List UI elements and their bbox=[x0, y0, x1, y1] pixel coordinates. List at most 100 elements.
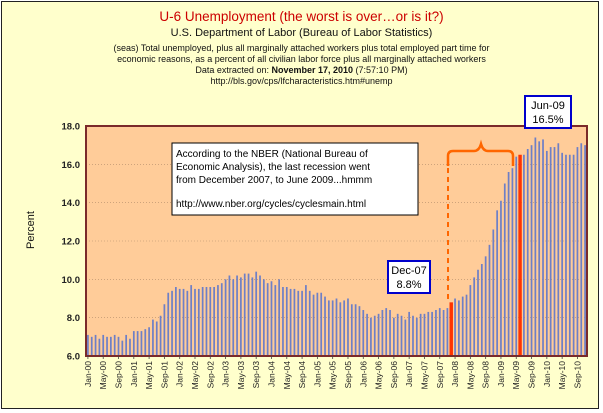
data-bar bbox=[538, 141, 541, 356]
data-bar bbox=[339, 302, 342, 356]
data-bar bbox=[205, 287, 208, 356]
x-tick-label: Sep-08 bbox=[481, 361, 491, 389]
x-tick-label: Jan-10 bbox=[542, 361, 552, 387]
data-bar bbox=[90, 336, 93, 356]
data-bar bbox=[404, 319, 407, 356]
data-bar bbox=[327, 300, 330, 356]
data-bar bbox=[545, 150, 548, 356]
data-bar bbox=[412, 315, 414, 356]
chart-subtitle: U.S. Department of Labor (Bureau of Labo… bbox=[170, 27, 433, 39]
data-bar bbox=[102, 334, 105, 356]
x-tick-label: May-09 bbox=[511, 361, 521, 390]
data-bar bbox=[534, 137, 537, 356]
data-bar bbox=[492, 229, 495, 356]
data-bar bbox=[503, 183, 506, 356]
data-bar bbox=[458, 300, 460, 356]
data-bar bbox=[584, 145, 586, 356]
data-bar bbox=[159, 315, 162, 356]
y-tick-label: 6.0 bbox=[67, 352, 80, 363]
data-bar bbox=[224, 279, 227, 356]
x-tick-label: May-01 bbox=[144, 361, 154, 390]
data-bar bbox=[113, 334, 116, 356]
data-bar bbox=[240, 277, 242, 356]
jun09-value: 16.5% bbox=[532, 114, 563, 126]
x-tick-label: Sep-04 bbox=[297, 361, 307, 389]
jun09-callout: Jun-09 16.5% bbox=[524, 95, 572, 129]
data-bar bbox=[262, 279, 265, 356]
x-tick-label: Jan-09 bbox=[496, 361, 506, 387]
x-tick-label: Jan-02 bbox=[175, 361, 185, 387]
y-tick-label: 18.0 bbox=[62, 122, 81, 133]
x-tick-label: Sep-01 bbox=[159, 361, 169, 389]
x-tick-label: Sep-09 bbox=[527, 361, 537, 389]
data-bar bbox=[461, 296, 464, 356]
x-tick-label: Jan-01 bbox=[129, 361, 139, 387]
data-bar bbox=[312, 294, 315, 356]
data-bar bbox=[87, 334, 89, 356]
data-bar bbox=[358, 306, 361, 356]
data-bar bbox=[366, 313, 368, 356]
data-bar bbox=[423, 313, 426, 356]
data-bar bbox=[220, 283, 223, 356]
data-bar bbox=[125, 334, 128, 356]
data-bar bbox=[163, 304, 166, 356]
data-bar bbox=[98, 338, 101, 356]
data-bar bbox=[580, 143, 583, 356]
data-bar bbox=[320, 292, 323, 356]
data-bar bbox=[305, 285, 307, 356]
x-tick-label: Sep-02 bbox=[205, 361, 215, 389]
x-tick-label: Jan-04 bbox=[266, 361, 276, 387]
data-bar bbox=[354, 304, 357, 356]
data-bar bbox=[297, 290, 300, 356]
data-bar bbox=[477, 269, 479, 356]
jun09-month: Jun-09 bbox=[531, 100, 565, 112]
x-tick-label: May-05 bbox=[328, 361, 338, 390]
x-tick-label: Sep-06 bbox=[389, 361, 399, 389]
data-bar bbox=[232, 279, 235, 356]
data-bar bbox=[331, 300, 334, 356]
x-tick-label: May-04 bbox=[282, 361, 292, 390]
y-tick-label: 10.0 bbox=[62, 275, 81, 286]
dec07-callout: Dec-07 8.8% bbox=[387, 260, 431, 294]
x-tick-label: Jan-05 bbox=[312, 361, 322, 387]
data-bar bbox=[565, 154, 567, 356]
data-bar bbox=[377, 313, 380, 356]
chart-title: U-6 Unemployment (the worst is over…or i… bbox=[159, 9, 444, 24]
data-bar bbox=[557, 143, 560, 356]
data-bar bbox=[572, 154, 575, 356]
data-bar bbox=[511, 168, 514, 356]
data-bar bbox=[442, 310, 445, 356]
data-bar bbox=[488, 244, 491, 356]
extraction-date-line: Data extracted on: November 17, 2010 (7:… bbox=[0, 65, 603, 75]
y-tick-label: 14.0 bbox=[62, 198, 81, 209]
data-bar bbox=[285, 287, 288, 356]
data-bar bbox=[553, 147, 556, 356]
data-bar bbox=[186, 290, 189, 356]
data-bar bbox=[431, 311, 433, 356]
data-bar bbox=[530, 145, 533, 356]
data-bar bbox=[347, 298, 349, 356]
data-bar bbox=[465, 294, 468, 356]
extraction-time: (7:57:10 PM) bbox=[355, 65, 408, 75]
data-bar bbox=[343, 300, 346, 356]
data-bar bbox=[213, 287, 215, 356]
x-tick-label: Sep-03 bbox=[251, 361, 261, 389]
data-bar bbox=[194, 288, 196, 356]
data-bar bbox=[576, 147, 579, 356]
data-bar bbox=[515, 156, 518, 356]
y-tick-label: 16.0 bbox=[62, 160, 81, 171]
data-bar bbox=[152, 319, 154, 356]
x-tick-label: Sep-10 bbox=[572, 361, 582, 389]
data-bar bbox=[255, 271, 258, 356]
y-tick-label: 12.0 bbox=[62, 237, 81, 248]
y-axis-label: Percent bbox=[25, 211, 37, 249]
data-bar bbox=[175, 287, 177, 356]
data-bar bbox=[289, 288, 292, 356]
data-bar bbox=[473, 277, 476, 356]
x-tick-label: May-03 bbox=[236, 361, 246, 390]
data-bar bbox=[381, 310, 384, 356]
data-bar bbox=[480, 264, 483, 356]
data-bar bbox=[136, 331, 139, 356]
data-bar bbox=[236, 275, 238, 356]
